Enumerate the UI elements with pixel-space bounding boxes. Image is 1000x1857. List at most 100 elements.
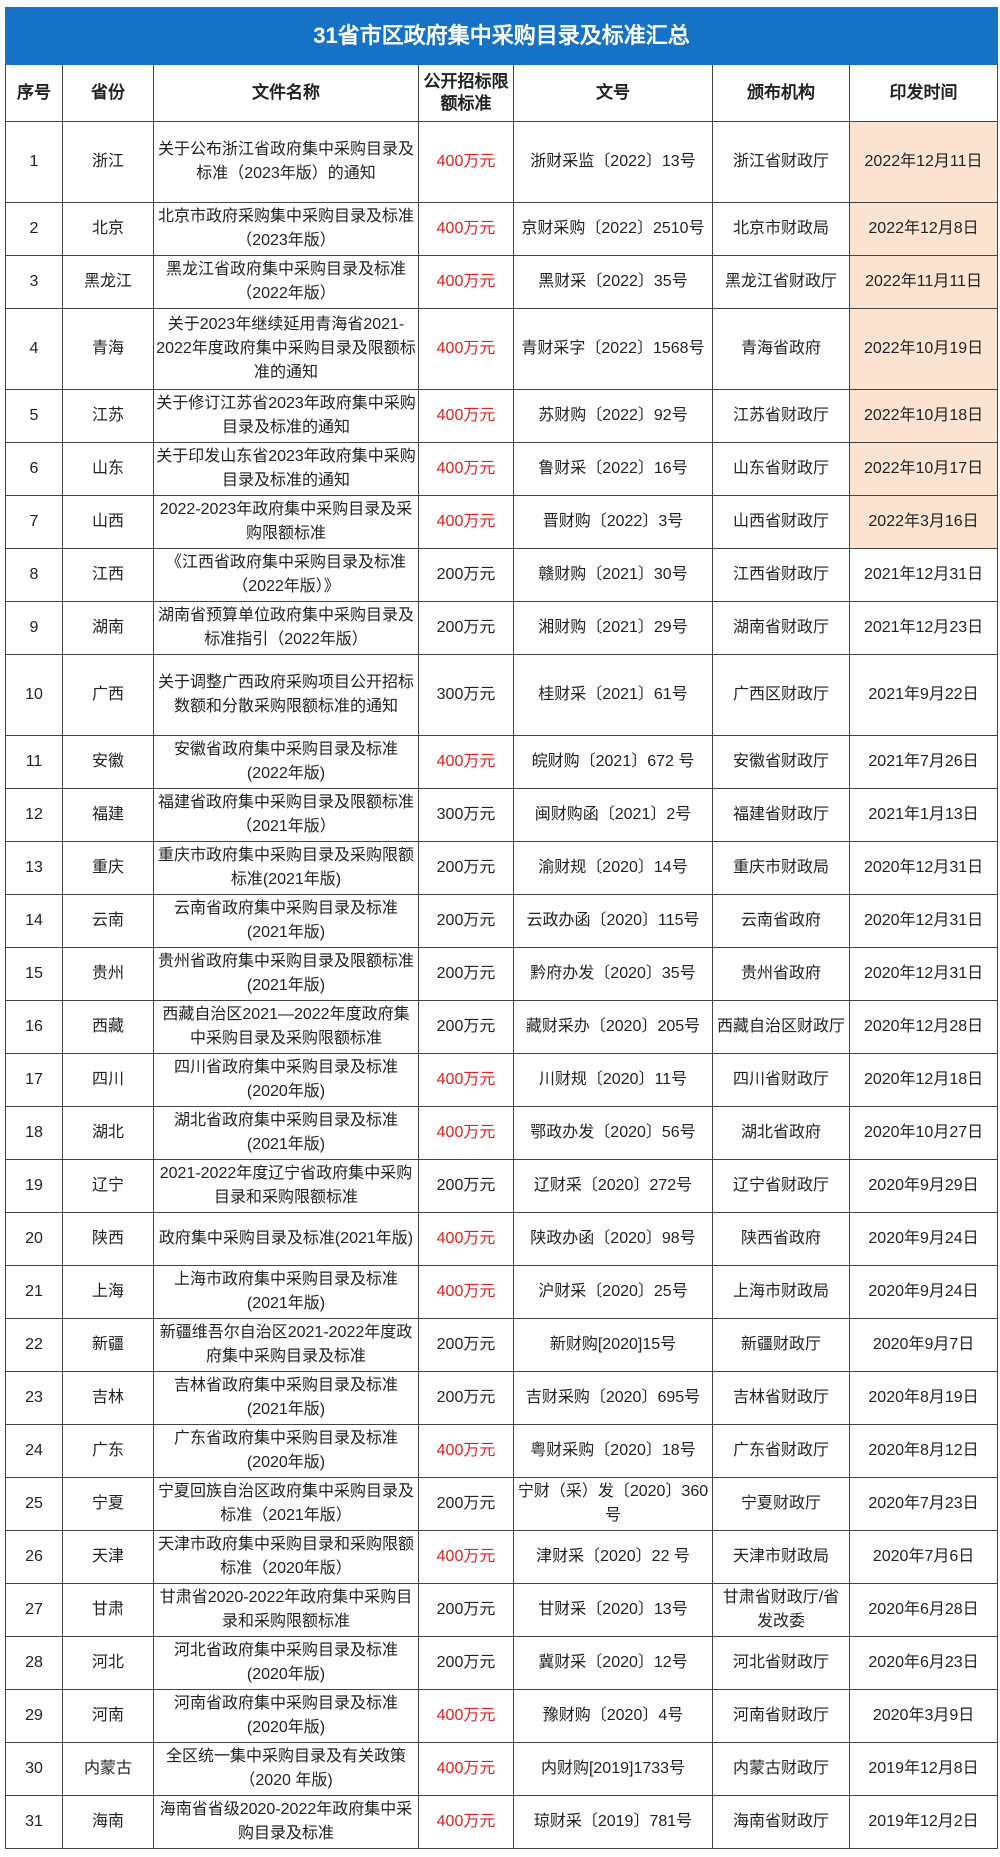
table-row: 16 西藏 西藏自治区2021—2022年度政府集中采购目录及采购限额标准 200万元… <box>5 1000 999 1054</box>
issue-date-cell: 2020年6月23日 <box>848 1636 999 1690</box>
table-row: 1 浙江 关于公布浙江省政府集中采购目录及标准（2023年版）的通知 400万元 浙财采… <box>5 121 999 203</box>
issuer-cell: 北京市财政局 <box>712 202 850 256</box>
province-cell: 广东 <box>62 1424 154 1478</box>
row-number-cell: 29 <box>5 1689 63 1743</box>
issuer-cell: 海南省财政厅 <box>712 1795 850 1849</box>
province-cell: 河北 <box>62 1636 154 1690</box>
issuer-cell: 山东省财政厅 <box>712 442 850 496</box>
doc-code-cell: 桂财采〔2021〕61号 <box>513 654 713 736</box>
table-row: 24 广东 广东省政府集中采购目录及标准(2020年版) 400万元 粤财采购〔2020… <box>5 1424 999 1478</box>
province-cell: 安徽 <box>62 735 154 789</box>
doc-name-cell: 2022-2023年政府集中采购目录及采购限额标准 <box>153 495 419 549</box>
row-number-cell: 6 <box>5 442 63 496</box>
doc-name-cell: 黑龙江省政府集中采购目录及标准（2022年版） <box>153 255 419 309</box>
doc-code-cell: 晋财购〔2022〕3号 <box>513 495 713 549</box>
issuer-cell: 浙江省财政厅 <box>712 121 850 203</box>
doc-code-cell: 浙财采监〔2022〕13号 <box>513 121 713 203</box>
row-number-cell: 14 <box>5 894 63 948</box>
doc-name-cell: 关于修订江苏省2023年政府集中采购目录及标准的通知 <box>153 389 419 443</box>
row-number-cell: 26 <box>5 1530 63 1584</box>
limit-standard-cell: 400万元 <box>418 255 514 309</box>
doc-name-cell: 关于2023年继续延用青海省2021-2022年度政府集中采购目录及限额标准的通… <box>153 308 419 390</box>
issuer-cell: 天津市财政局 <box>712 1530 850 1584</box>
limit-standard-cell: 400万元 <box>418 1424 514 1478</box>
issue-date-cell: 2020年12月31日 <box>848 841 999 895</box>
doc-name-cell: 天津市政府集中采购目录和采购限额标准（2020年版） <box>153 1530 419 1584</box>
doc-code-cell: 沪财采〔2020〕25号 <box>513 1265 713 1319</box>
limit-standard-cell: 200万元 <box>418 841 514 895</box>
doc-name-cell: 河南省政府集中采购目录及标准(2020年版) <box>153 1689 419 1743</box>
doc-name-cell: 河北省政府集中采购目录及标准(2020年版) <box>153 1636 419 1690</box>
province-cell: 云南 <box>62 894 154 948</box>
row-number-cell: 13 <box>5 841 63 895</box>
issuer-cell: 辽宁省财政厅 <box>712 1159 850 1213</box>
issuer-cell: 上海市财政局 <box>712 1265 850 1319</box>
doc-code-cell: 闽财购函〔2021〕2号 <box>513 788 713 842</box>
limit-standard-cell: 400万元 <box>418 495 514 549</box>
row-number-cell: 16 <box>5 1000 63 1054</box>
province-cell: 内蒙古 <box>62 1742 154 1796</box>
row-number-cell: 1 <box>5 121 63 203</box>
issue-date-cell: 2021年12月23日 <box>848 601 999 655</box>
limit-standard-cell: 200万元 <box>418 1477 514 1531</box>
province-cell: 江苏 <box>62 389 154 443</box>
doc-name-cell: 四川省政府集中采购目录及标准(2020年版) <box>153 1053 419 1107</box>
doc-code-cell: 赣财购〔2021〕30号 <box>513 548 713 602</box>
province-cell: 天津 <box>62 1530 154 1584</box>
doc-code-cell: 粤财采购〔2020〕18号 <box>513 1424 713 1478</box>
limit-standard-cell: 400万元 <box>418 1106 514 1160</box>
province-cell: 北京 <box>62 202 154 256</box>
limit-standard-cell: 400万元 <box>418 308 514 390</box>
table-row: 7 山西 2022-2023年政府集中采购目录及采购限额标准 400万元 晋财购〔202… <box>5 495 999 549</box>
doc-name-cell: 2021-2022年度辽宁省政府集中采购目录和采购限额标准 <box>153 1159 419 1213</box>
table-row: 14 云南 云南省政府集中采购目录及标准(2021年版) 200万元 云政办函〔2020… <box>5 894 999 948</box>
table-row: 18 湖北 湖北省政府集中采购目录及标准(2021年版) 400万元 鄂政办发〔2020… <box>5 1106 999 1160</box>
province-cell: 河南 <box>62 1689 154 1743</box>
issuer-cell: 陕西省政府 <box>712 1212 850 1266</box>
doc-code-cell: 黔府办发〔2020〕35号 <box>513 947 713 1001</box>
doc-name-cell: 贵州省政府集中采购目录及限额标准(2021年版) <box>153 947 419 1001</box>
issue-date-cell: 2020年9月24日 <box>848 1265 999 1319</box>
row-number-cell: 9 <box>5 601 63 655</box>
province-cell: 湖南 <box>62 601 154 655</box>
row-number-cell: 12 <box>5 788 63 842</box>
row-number-cell: 21 <box>5 1265 63 1319</box>
doc-code-cell: 豫财购〔2020〕4号 <box>513 1689 713 1743</box>
doc-code-cell: 藏财采办〔2020〕205号 <box>513 1000 713 1054</box>
issue-date-cell: 2019年12月8日 <box>848 1742 999 1796</box>
table-row: 13 重庆 重庆市政府集中采购目录及采购限额标准(2021年版) 200万元 渝财规〔2… <box>5 841 999 895</box>
row-number-cell: 17 <box>5 1053 63 1107</box>
issue-date-cell: 2022年12月11日 <box>848 121 999 203</box>
limit-standard-cell: 200万元 <box>418 947 514 1001</box>
table-row: 25 宁夏 宁夏回族自治区政府集中采购目录及标准（2021年版） 200万元 宁财（采）… <box>5 1477 999 1531</box>
doc-code-cell: 津财采〔2020〕22 号 <box>513 1530 713 1584</box>
row-number-cell: 3 <box>5 255 63 309</box>
issue-date-cell: 2020年9月24日 <box>848 1212 999 1266</box>
doc-name-cell: 湖北省政府集中采购目录及标准(2021年版) <box>153 1106 419 1160</box>
province-cell: 黑龙江 <box>62 255 154 309</box>
limit-standard-cell: 400万元 <box>418 202 514 256</box>
limit-standard-cell: 200万元 <box>418 1636 514 1690</box>
row-number-cell: 4 <box>5 308 63 390</box>
row-number-cell: 20 <box>5 1212 63 1266</box>
table-row: 9 湖南 湖南省预算单位政府集中采购目录及标准指引（2022年版） 200万元 湘财购〔… <box>5 601 999 655</box>
issue-date-cell: 2020年7月23日 <box>848 1477 999 1531</box>
header-row: 序号 省份 文件名称 公开招标限额标准 文号 颁布机构 印发时间 <box>5 64 999 122</box>
doc-name-cell: 海南省省级2020-2022年政府集中采购目录及标准 <box>153 1795 419 1849</box>
doc-code-cell: 甘财采〔2020〕13号 <box>513 1583 713 1637</box>
limit-standard-cell: 400万元 <box>418 1795 514 1849</box>
issue-date-cell: 2020年6月28日 <box>848 1583 999 1637</box>
table-row: 2 北京 北京市政府采购集中采购目录及标准（2023年版） 400万元 京财采购〔202… <box>5 202 999 256</box>
issuer-cell: 新疆财政厅 <box>712 1318 850 1372</box>
issue-date-cell: 2022年11月11日 <box>848 255 999 309</box>
doc-code-cell: 鲁财采〔2022〕16号 <box>513 442 713 496</box>
doc-name-cell: 新疆维吾尔自治区2021-2022年度政府集中采购目录及标准 <box>153 1318 419 1372</box>
issue-date-cell: 2022年3月16日 <box>848 495 999 549</box>
row-number-cell: 10 <box>5 654 63 736</box>
doc-code-cell: 苏财购〔2022〕92号 <box>513 389 713 443</box>
table-row: 5 江苏 关于修订江苏省2023年政府集中采购目录及标准的通知 400万元 苏财购〔20… <box>5 389 999 443</box>
province-cell: 福建 <box>62 788 154 842</box>
doc-code-cell: 湘财购〔2021〕29号 <box>513 601 713 655</box>
province-cell: 吉林 <box>62 1371 154 1425</box>
doc-name-cell: 全区统一集中采购目录及有关政策（2020 年版) <box>153 1742 419 1796</box>
